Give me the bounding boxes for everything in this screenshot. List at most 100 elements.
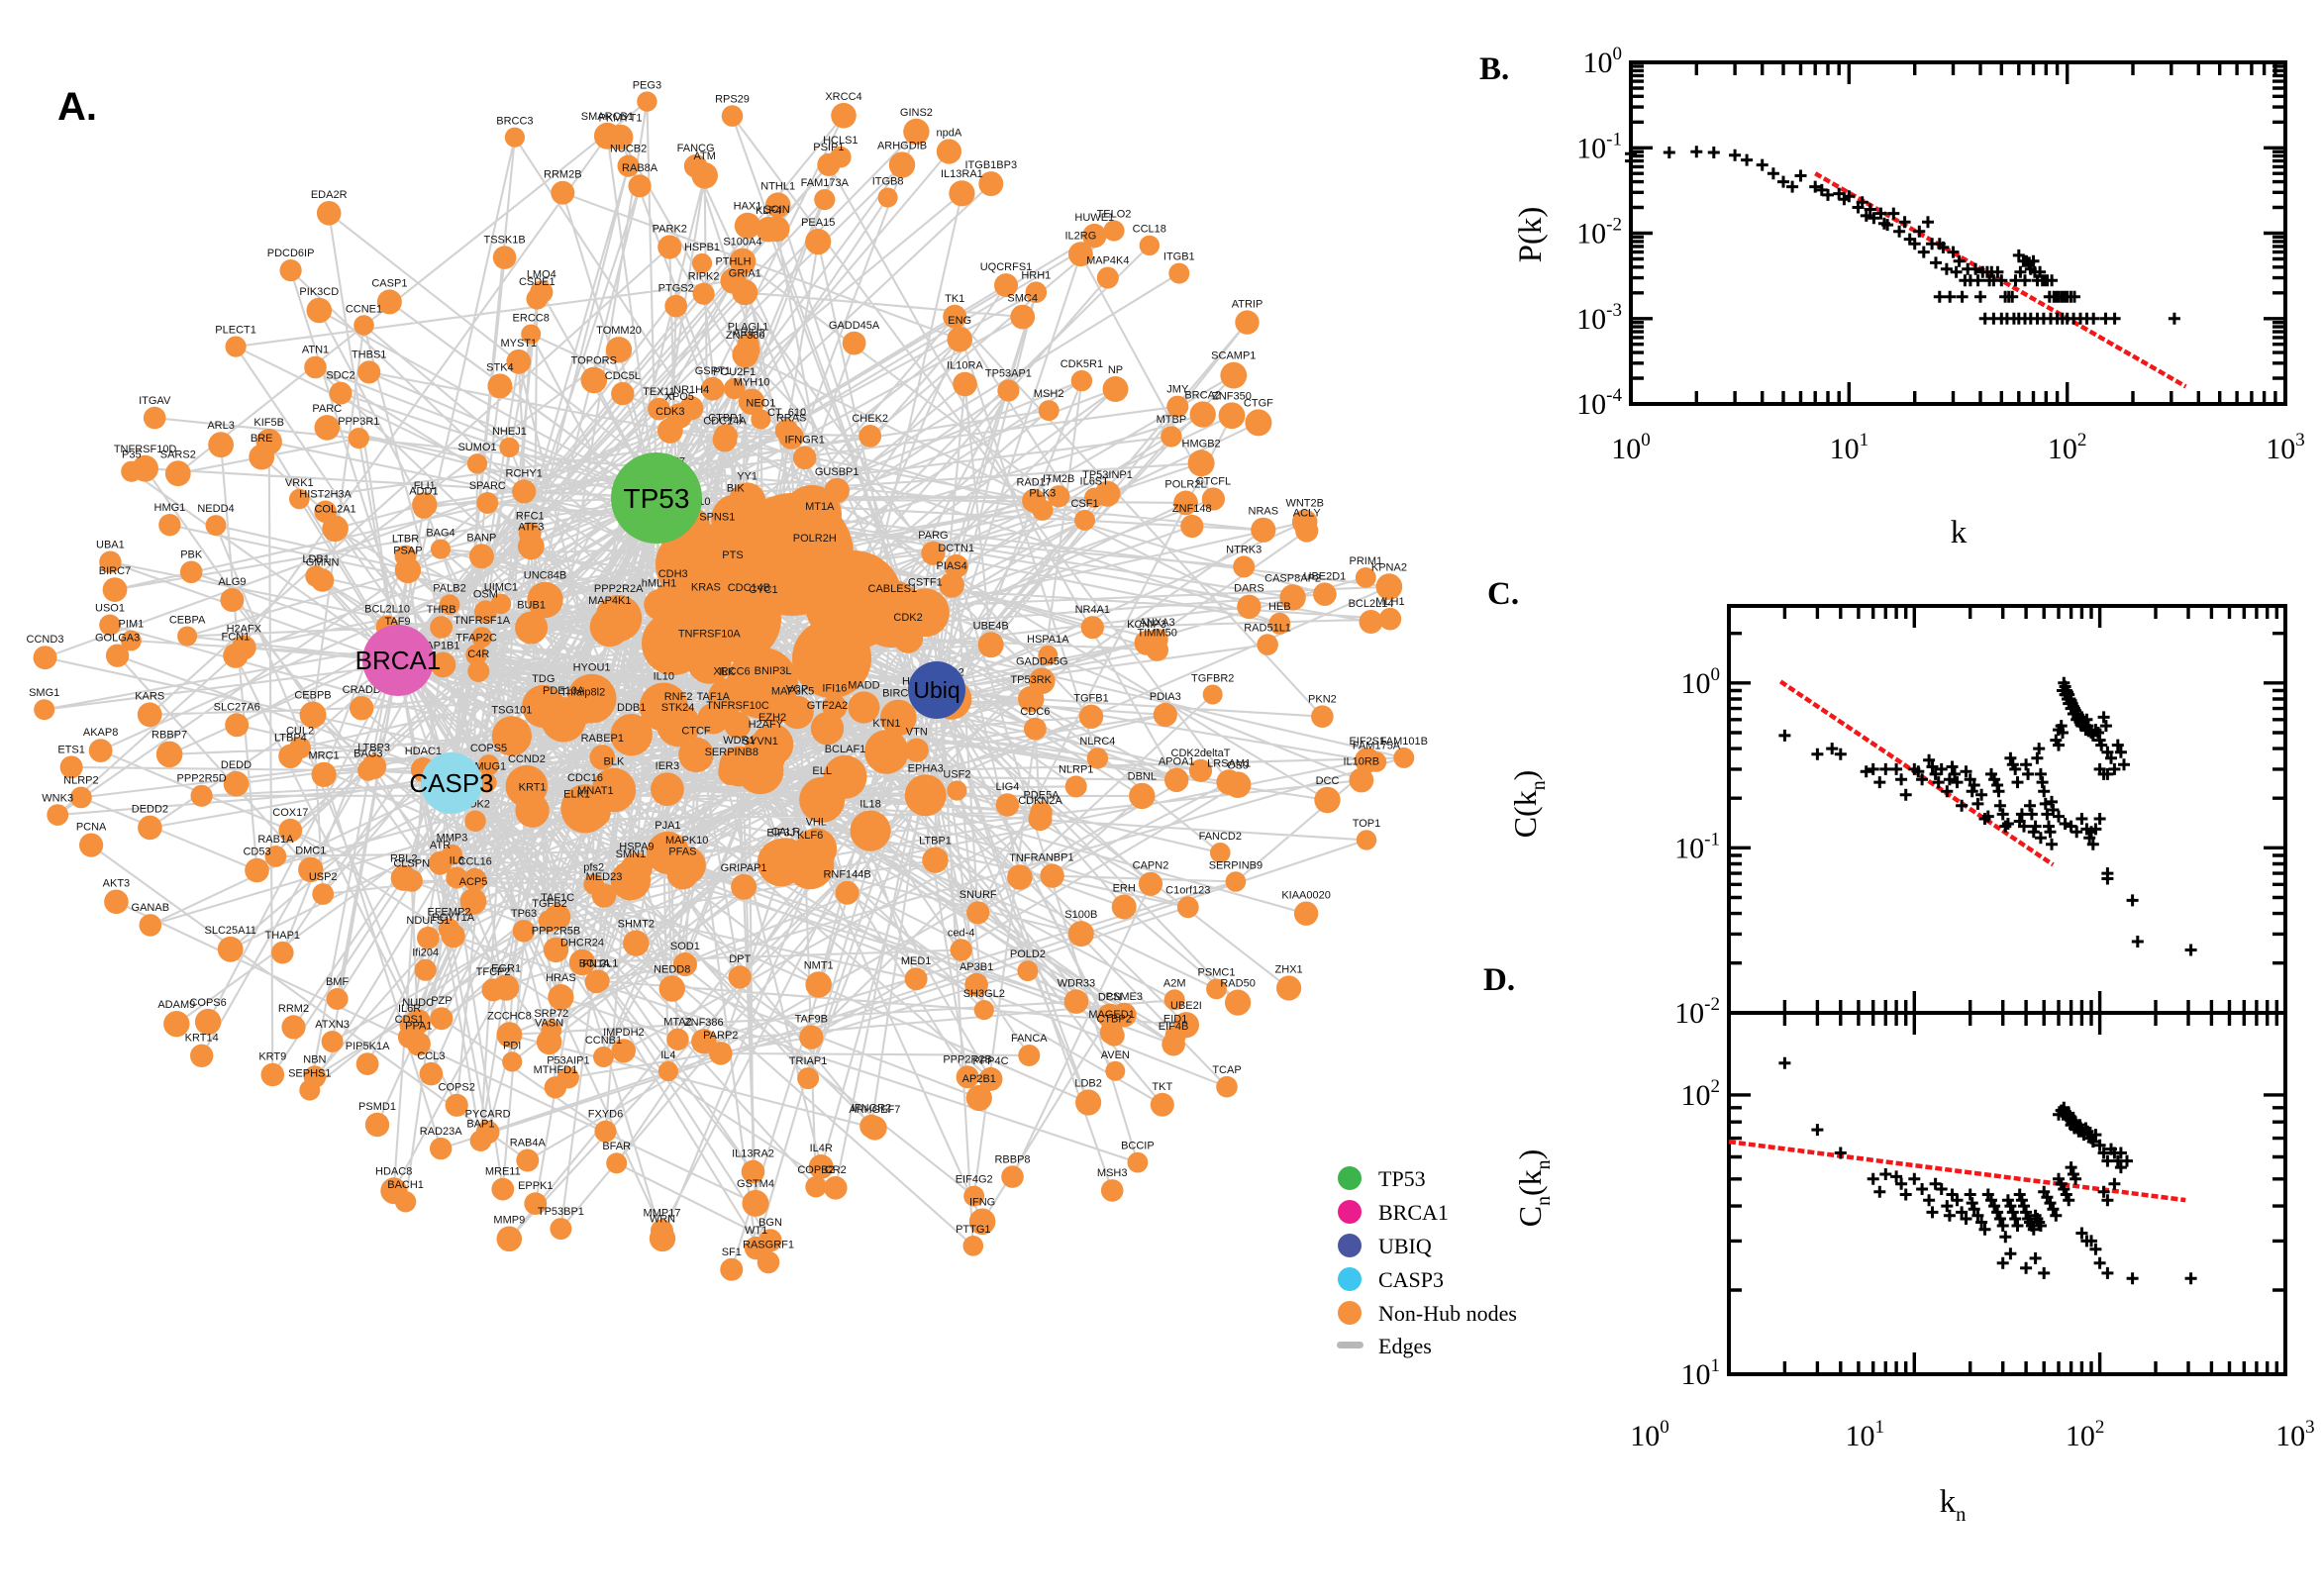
network-node-label: RAD17 bbox=[1016, 477, 1051, 489]
network-node bbox=[1080, 616, 1104, 640]
network-node bbox=[610, 714, 653, 756]
network-node bbox=[805, 971, 832, 998]
axis-tick-label: 10-2 bbox=[1576, 215, 1622, 250]
network-node-label: SMC4 bbox=[1007, 293, 1038, 305]
network-node-label: PYCARD bbox=[465, 1109, 511, 1121]
network-node bbox=[728, 965, 752, 989]
network-node-label: SOD1 bbox=[670, 941, 700, 952]
network-node-label: IL4 bbox=[660, 1049, 675, 1061]
network-node-label: HYOU1 bbox=[573, 662, 611, 674]
network-node-label: NEO1 bbox=[746, 397, 775, 409]
network-node bbox=[1068, 242, 1093, 267]
network-node-label: SMN1 bbox=[616, 848, 647, 860]
network-node bbox=[548, 984, 574, 1011]
network-node-label: PIM1 bbox=[119, 619, 145, 631]
network-node-label: TSSK1B bbox=[484, 234, 526, 246]
hub-brca1: BRCA1 bbox=[355, 625, 441, 696]
network-node-label: ATM bbox=[693, 150, 715, 162]
network-node-label: EIF2S1 bbox=[1349, 736, 1385, 748]
network-node-label: ZNF148 bbox=[1172, 503, 1212, 515]
network-node-label: BUB1 bbox=[517, 600, 546, 612]
axis-tick-label: 101 bbox=[1830, 430, 1869, 465]
network-node-label: ITGAV bbox=[139, 395, 171, 407]
axis-tick-label: 102 bbox=[1681, 1076, 1721, 1112]
network-node bbox=[594, 1120, 617, 1143]
network-node bbox=[936, 139, 962, 164]
network-node-label: TNFRSF1A bbox=[454, 615, 511, 627]
network-node-label: COPS6 bbox=[189, 997, 226, 1009]
network-node-label: PTTG1 bbox=[956, 1224, 990, 1236]
legend-ubiq-label: UBIQ bbox=[1378, 1234, 1432, 1258]
network-node bbox=[1048, 485, 1070, 508]
network-node-label: WNK3 bbox=[42, 792, 73, 804]
network-node-label: IL6R bbox=[398, 1003, 421, 1015]
network-node bbox=[922, 847, 949, 873]
network-node-label: WNT2B bbox=[1285, 498, 1324, 510]
network-node-label: PIP5K1A bbox=[346, 1041, 390, 1052]
network-legend: TP53 BRCA1 UBIQ CASP3 Non-Hub nodes Edge… bbox=[1337, 1166, 1517, 1358]
network-node-label: POLD2 bbox=[1010, 948, 1046, 960]
network-node bbox=[278, 744, 303, 768]
network-node bbox=[1235, 310, 1260, 335]
network-node-label: VASN bbox=[535, 1018, 563, 1030]
network-node-label: PDE5A bbox=[1023, 789, 1060, 801]
network-node-label: BAP1 bbox=[466, 1118, 494, 1130]
network-node-label: CCNE1 bbox=[346, 303, 382, 315]
network-node-label: LDB1 bbox=[302, 553, 330, 565]
network-node-label: GSPT1 bbox=[695, 365, 731, 377]
network-node bbox=[1082, 223, 1107, 249]
network-node-label: CDH3 bbox=[658, 568, 688, 580]
network-node bbox=[526, 288, 549, 310]
network-node bbox=[903, 118, 930, 146]
network-node-label: BLK bbox=[604, 756, 625, 768]
network-node-label: NEDD4 bbox=[197, 503, 234, 515]
network-node bbox=[430, 651, 456, 678]
network-node bbox=[724, 377, 746, 400]
network-node-label: TP53INP1 bbox=[1082, 469, 1133, 481]
network-node bbox=[880, 699, 917, 737]
network-node bbox=[544, 1076, 567, 1099]
network-node-label: PBK bbox=[180, 549, 203, 561]
network-node bbox=[607, 124, 634, 150]
network-node-label: DCC bbox=[1316, 775, 1340, 787]
network-node bbox=[517, 533, 545, 560]
network-node-label: BCLAF1 bbox=[825, 744, 866, 755]
network-node-label: ELL bbox=[812, 765, 832, 777]
network-node-label: RASGRF1 bbox=[743, 1240, 794, 1251]
network-node-label: IL10 bbox=[654, 670, 674, 682]
network-node-label: WRN bbox=[650, 1214, 675, 1226]
network-node-label: KRT9 bbox=[258, 1051, 286, 1063]
network-node bbox=[757, 839, 805, 887]
network-node-label: GADD45G bbox=[1016, 656, 1068, 668]
network-node-label: FXYD6 bbox=[588, 1109, 623, 1121]
network-node bbox=[774, 419, 799, 443]
network-node-label: NTHL1 bbox=[760, 180, 795, 192]
network-node-label: ELK1 bbox=[563, 789, 590, 801]
network-node bbox=[1293, 901, 1319, 926]
network-node-label: PTGS2 bbox=[658, 283, 694, 295]
network-node-label: A2M bbox=[1163, 977, 1186, 989]
network-node-label: TP53BP1 bbox=[538, 1206, 584, 1218]
network-node-label: CLSPN bbox=[393, 857, 430, 869]
network-node bbox=[1166, 395, 1189, 418]
network-node-label: VCP bbox=[786, 684, 809, 696]
network-node bbox=[430, 1007, 454, 1031]
network-node-label: OS9 bbox=[1227, 759, 1249, 771]
network-node-label: DDB1 bbox=[617, 702, 646, 714]
network-node bbox=[104, 889, 129, 915]
network-node-label: SARS2 bbox=[160, 449, 196, 460]
network-node-label: ITGB1BP3 bbox=[965, 159, 1018, 171]
network-node-label: HEB bbox=[1268, 601, 1291, 613]
network-node-label: NBN bbox=[303, 1053, 326, 1065]
network-node-label: RBL2 bbox=[390, 853, 418, 865]
network-node bbox=[1187, 449, 1215, 477]
network-node bbox=[939, 572, 964, 598]
network-node bbox=[492, 246, 517, 269]
network-node bbox=[742, 1189, 769, 1217]
network-node-label: APOA1 bbox=[1159, 756, 1195, 768]
network-node-label: CDK3 bbox=[656, 406, 684, 418]
network-node-label: KRAS bbox=[691, 582, 721, 594]
network-node-label: RAB8A bbox=[622, 162, 658, 174]
network-node bbox=[1010, 304, 1036, 330]
